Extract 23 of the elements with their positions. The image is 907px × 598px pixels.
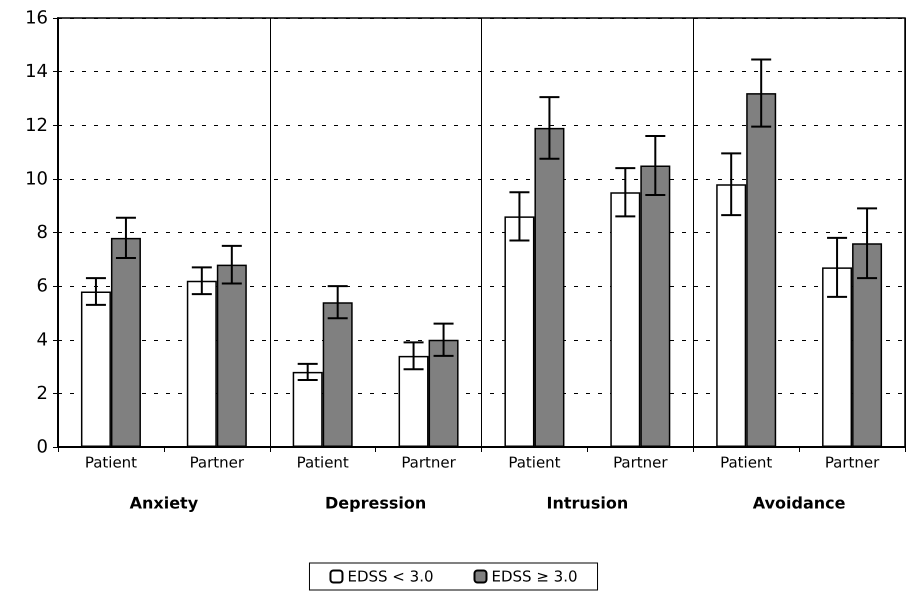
y-tick-label: 2	[36, 382, 48, 404]
x-tick-label: Patient	[84, 454, 138, 472]
text: Avoidance	[752, 494, 846, 512]
x-tick-label: Partner	[613, 454, 668, 472]
legend-label: EDSS ≥ 3.0	[492, 568, 578, 586]
x-tick-label: Patient	[296, 454, 349, 472]
y-tick-label: 0	[36, 436, 48, 458]
y-tick-label: 4	[36, 329, 48, 350]
y-tick-label: 14	[25, 61, 48, 82]
y-tick-label: 12	[25, 114, 48, 136]
x-tick-label: Partner	[824, 454, 880, 472]
x-tick-label: Patient	[720, 454, 772, 472]
text: Intrusion	[546, 494, 628, 512]
x-tick-label: Patient	[508, 454, 561, 472]
y-tick-label: 16	[25, 8, 48, 28]
text: Anxiety	[130, 494, 199, 512]
y-tick-label: 6	[36, 276, 48, 297]
x-tick-label: Partner	[190, 454, 245, 472]
y-tick-label: 8	[36, 222, 48, 243]
legend-label: EDSS < 3.0	[347, 568, 434, 586]
x-tick-label: Partner	[401, 454, 457, 472]
text: Depression	[325, 494, 426, 512]
y-tick-label: 10	[25, 168, 48, 190]
